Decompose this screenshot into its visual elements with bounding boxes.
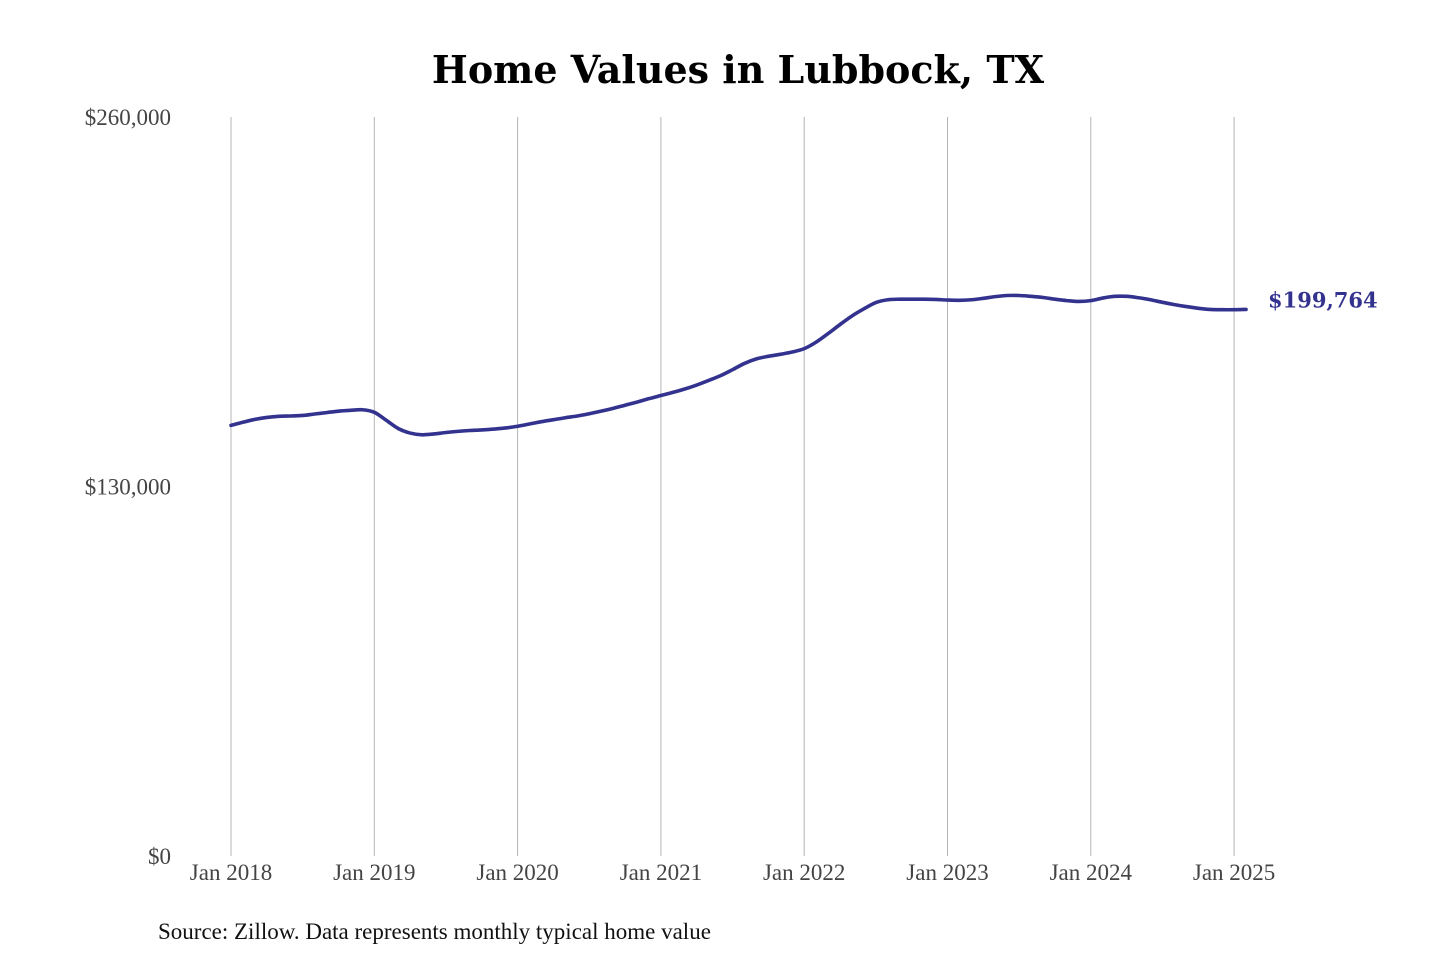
y-tick-label: $0	[148, 844, 171, 869]
x-tick-label: Jan 2022	[763, 860, 845, 885]
gridlines	[230, 117, 1235, 856]
x-axis: Jan 2018 Jan 2019 Jan 2020 Jan 2021 Jan 2022…	[190, 860, 1276, 885]
y-tick-label: $130,000	[85, 475, 171, 500]
x-tick-label: Jan 2025	[1193, 860, 1275, 885]
x-tick-label: Jan 2020	[476, 860, 558, 885]
x-tick-label: Jan 2023	[906, 860, 988, 885]
source-note: Source: Zillow. Data represents monthly …	[158, 919, 711, 944]
y-axis: $0 $130,000 $260,000	[85, 105, 171, 869]
x-tick-label: Jan 2018	[190, 860, 272, 885]
x-tick-label: Jan 2021	[620, 860, 702, 885]
y-tick-label: $260,000	[85, 105, 171, 130]
series-line	[229, 293, 1248, 437]
chart-title: Home Values in Lubbock, TX	[432, 47, 1045, 92]
x-tick-label: Jan 2019	[333, 860, 415, 885]
x-tick-label: Jan 2024	[1050, 860, 1133, 885]
series-layer: $199,764	[229, 287, 1378, 437]
end-value-label: $199,764	[1268, 287, 1378, 312]
